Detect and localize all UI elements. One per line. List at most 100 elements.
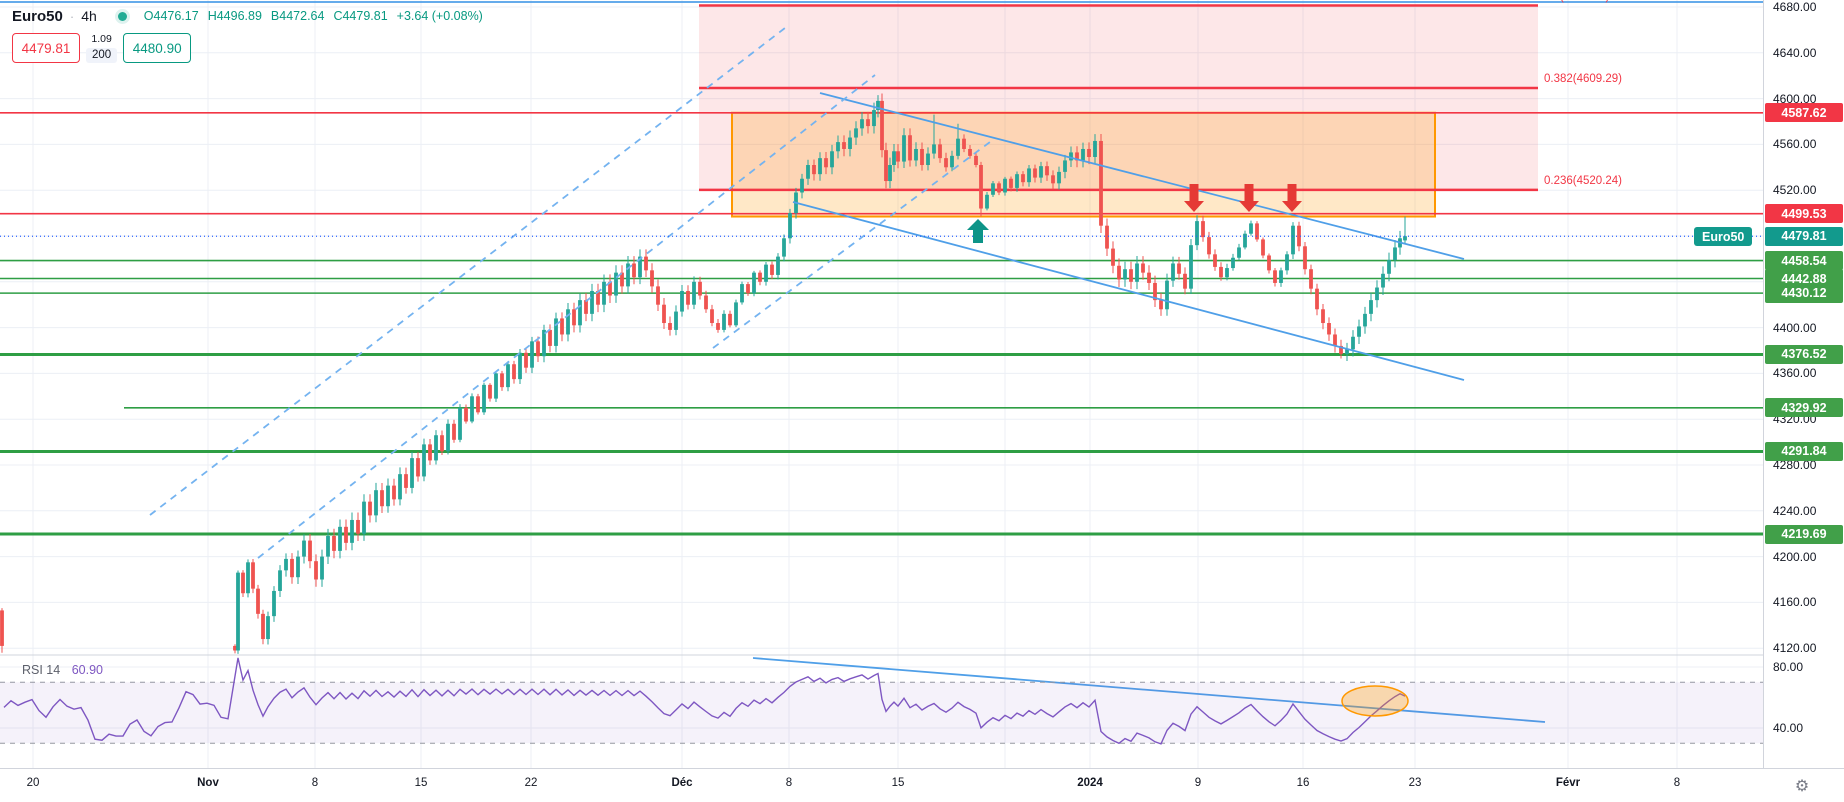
candle-body bbox=[1165, 280, 1169, 310]
trend-line[interactable] bbox=[149, 27, 786, 516]
candle-body bbox=[284, 558, 288, 571]
timeframe-label[interactable]: 4h bbox=[81, 8, 97, 24]
candle-body bbox=[1387, 260, 1391, 274]
price-level-badge: 4458.54 bbox=[1765, 251, 1843, 271]
candle-body bbox=[926, 153, 930, 166]
candle-body bbox=[1057, 171, 1061, 184]
candle-body bbox=[968, 148, 972, 156]
time-label: 15 bbox=[414, 777, 428, 789]
trend-line[interactable] bbox=[257, 74, 876, 559]
chart-legend: Euro50 · 4h O4476.17 H4496.89 B4472.64 C… bbox=[12, 6, 483, 63]
candle-body bbox=[1237, 247, 1241, 258]
candle-body bbox=[896, 151, 900, 162]
candle-body bbox=[500, 373, 504, 388]
rsi-highlight-ellipse[interactable] bbox=[1341, 685, 1409, 717]
candle-body bbox=[0, 610, 4, 646]
candle-body bbox=[1159, 300, 1163, 310]
price-level-badge: 4291.84 bbox=[1765, 441, 1843, 461]
sell-signal-arrow-icon[interactable] bbox=[1282, 184, 1302, 212]
candle-body bbox=[848, 137, 852, 149]
low-value: B4472.64 bbox=[270, 9, 325, 23]
candle-body bbox=[350, 519, 354, 543]
candle-body bbox=[872, 110, 876, 127]
chart-canvas[interactable] bbox=[0, 0, 1763, 768]
rsi-value: 60.90 bbox=[71, 663, 103, 677]
sell-button[interactable]: 4479.81 bbox=[12, 33, 80, 63]
candle-body bbox=[314, 561, 318, 580]
candle-body bbox=[902, 135, 906, 162]
candle-body bbox=[464, 407, 468, 422]
candle-body bbox=[668, 323, 672, 330]
candle-body bbox=[728, 313, 732, 326]
candle-body bbox=[997, 183, 1001, 193]
candle-body bbox=[884, 150, 888, 182]
candle-body bbox=[1009, 178, 1013, 188]
candle-body bbox=[1297, 225, 1301, 247]
candle-body bbox=[824, 158, 828, 168]
time-label: 8 bbox=[785, 777, 793, 789]
buy-signal-arrow-icon[interactable] bbox=[967, 219, 989, 243]
change-value: +3.64 (+0.08%) bbox=[396, 9, 483, 23]
candle-body bbox=[1333, 334, 1337, 346]
candle-body bbox=[1087, 148, 1091, 157]
trend-line[interactable] bbox=[752, 657, 1546, 723]
price-level-badge: 4376.52 bbox=[1765, 344, 1843, 364]
current-price-symbol-tag: Euro50 bbox=[1694, 227, 1753, 246]
candle-body bbox=[704, 295, 708, 310]
buy-button[interactable]: 4480.90 bbox=[123, 33, 192, 63]
candle-body bbox=[236, 572, 240, 651]
candle-body bbox=[956, 138, 960, 156]
candle-body bbox=[380, 490, 384, 507]
quantity-field[interactable]: 200 bbox=[86, 48, 118, 63]
candle-body bbox=[446, 423, 450, 452]
title-separator: · bbox=[69, 8, 75, 24]
candle-body bbox=[944, 158, 948, 168]
candle-body bbox=[1219, 266, 1223, 278]
spread-qty-widget: 1.09 200 bbox=[84, 33, 119, 63]
trend-line[interactable] bbox=[792, 201, 1465, 381]
time-axis[interactable]: ⚙ 20 Nov 8 15 22 Déc 8 15 2024 9 16 23 Févr 8 bbox=[0, 768, 1844, 802]
candle-body bbox=[644, 256, 648, 271]
current-price-badge: 4479.81 bbox=[1765, 226, 1843, 246]
candle-body bbox=[452, 423, 456, 440]
rsi-indicator-label[interactable]: RSI 14 60.90 bbox=[22, 663, 103, 677]
candle-body bbox=[1015, 174, 1019, 188]
candle-body bbox=[1315, 288, 1319, 310]
price-axis[interactable]: 4680.00 4640.00 4600.00 4560.00 4520.00 4400.… bbox=[1763, 0, 1844, 768]
candle-body bbox=[1403, 236, 1407, 241]
candle-body bbox=[985, 194, 989, 209]
trend-line[interactable] bbox=[712, 141, 991, 349]
time-label: Févr bbox=[1555, 777, 1581, 789]
candle-body bbox=[1183, 273, 1187, 289]
settings-icon[interactable]: ⚙ bbox=[1794, 778, 1810, 795]
fib-level-label: 0.382(4609.29) bbox=[1544, 72, 1623, 85]
price-level-badge: 4329.92 bbox=[1765, 398, 1843, 418]
trend-line[interactable] bbox=[819, 92, 1465, 260]
candle-body bbox=[1279, 270, 1283, 283]
candle-body bbox=[251, 562, 255, 589]
candle-body bbox=[554, 318, 558, 346]
price-tick-label: 4160.00 bbox=[1773, 595, 1817, 610]
candle-body bbox=[800, 178, 804, 193]
candle-body bbox=[530, 341, 534, 368]
candle-body bbox=[1327, 323, 1331, 335]
candle-body bbox=[1261, 239, 1265, 256]
price-tick-label: 4240.00 bbox=[1773, 503, 1817, 518]
candle-body bbox=[326, 535, 330, 557]
candle-body bbox=[836, 142, 840, 152]
candle-body bbox=[806, 165, 810, 179]
price-tick-label: 4640.00 bbox=[1773, 45, 1817, 60]
candle-body bbox=[932, 144, 936, 154]
sell-signal-arrow-icon[interactable] bbox=[1239, 184, 1259, 212]
candle-body bbox=[914, 148, 918, 161]
candle-body bbox=[782, 238, 786, 257]
candle-body bbox=[368, 501, 372, 516]
symbol-title[interactable]: Euro50 bbox=[12, 7, 63, 25]
candle-body bbox=[356, 519, 360, 534]
candle-body bbox=[1051, 175, 1055, 184]
price-level-badge: 4430.12 bbox=[1765, 283, 1843, 303]
sell-signal-arrow-icon[interactable] bbox=[1184, 184, 1204, 212]
candle-body bbox=[488, 384, 492, 399]
candle-body bbox=[1303, 246, 1307, 270]
spread-value: 1.09 bbox=[91, 33, 112, 45]
